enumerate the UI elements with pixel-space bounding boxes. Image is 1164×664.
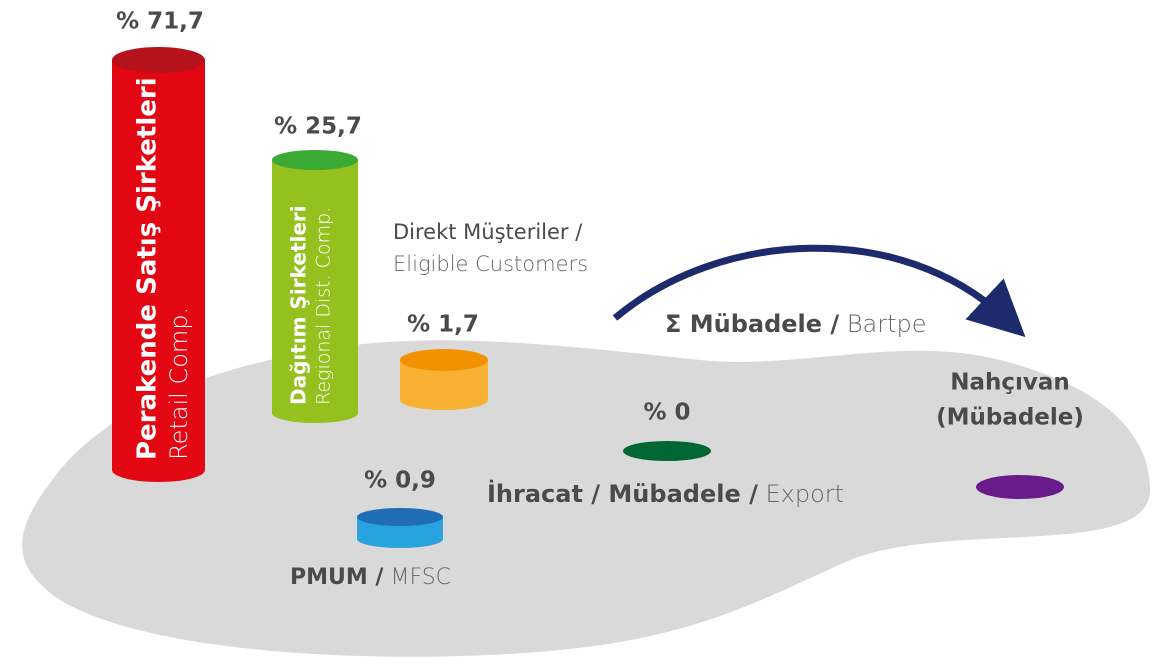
disc [976,475,1064,499]
value-label: % 25,7 [274,114,362,140]
label: Σ Mübadele / [665,310,839,338]
diagram: % 71,7 Perakende Satış Şirketleri Retail… [0,0,1164,664]
cylinder-bottom [357,530,443,548]
cylinder-bottom [272,403,358,423]
label-en: Bartpe [847,310,927,338]
label: İhracat / Mübadele / [487,479,758,508]
label-line: Σ Mübadele / Bartpe [665,310,927,338]
value-label: % 0,9 [364,468,436,494]
label-en: Regional Dist. Comp. [313,207,335,405]
cylinder-bottom [400,390,488,410]
cylinder-top [272,150,358,170]
label: Dağıtım Şirketleri [287,205,311,405]
destination-label: Nahçıvan [950,370,1070,396]
flow-arrow [615,248,1005,318]
label: Direkt Müşteriler / [393,220,583,244]
label: PMUM / [290,565,384,590]
value-label: % 0 [643,400,690,426]
label-en: MFSC [390,565,451,590]
label: Perakende Satış Şirketleri [133,77,163,460]
cylinder-top [400,349,488,371]
label-line: İhracat / Mübadele / Export [487,479,844,508]
page: {"items": [ {"value_label": "% 71,7", "n… [0,0,1164,664]
label-en: Retail Comp. [165,307,193,460]
destination-label: (Mübadele) [936,405,1084,431]
cylinder-top [112,47,205,73]
label-en: Eligible Customers [393,252,588,276]
disc [623,441,711,461]
cylinder-top [357,508,443,526]
cylinder-bottom [112,458,205,482]
value-label: % 71,7 [116,9,204,35]
label-en: Export [765,480,844,508]
value-label: % 1,7 [407,312,479,338]
label-line: PMUM / MFSC [290,565,451,590]
